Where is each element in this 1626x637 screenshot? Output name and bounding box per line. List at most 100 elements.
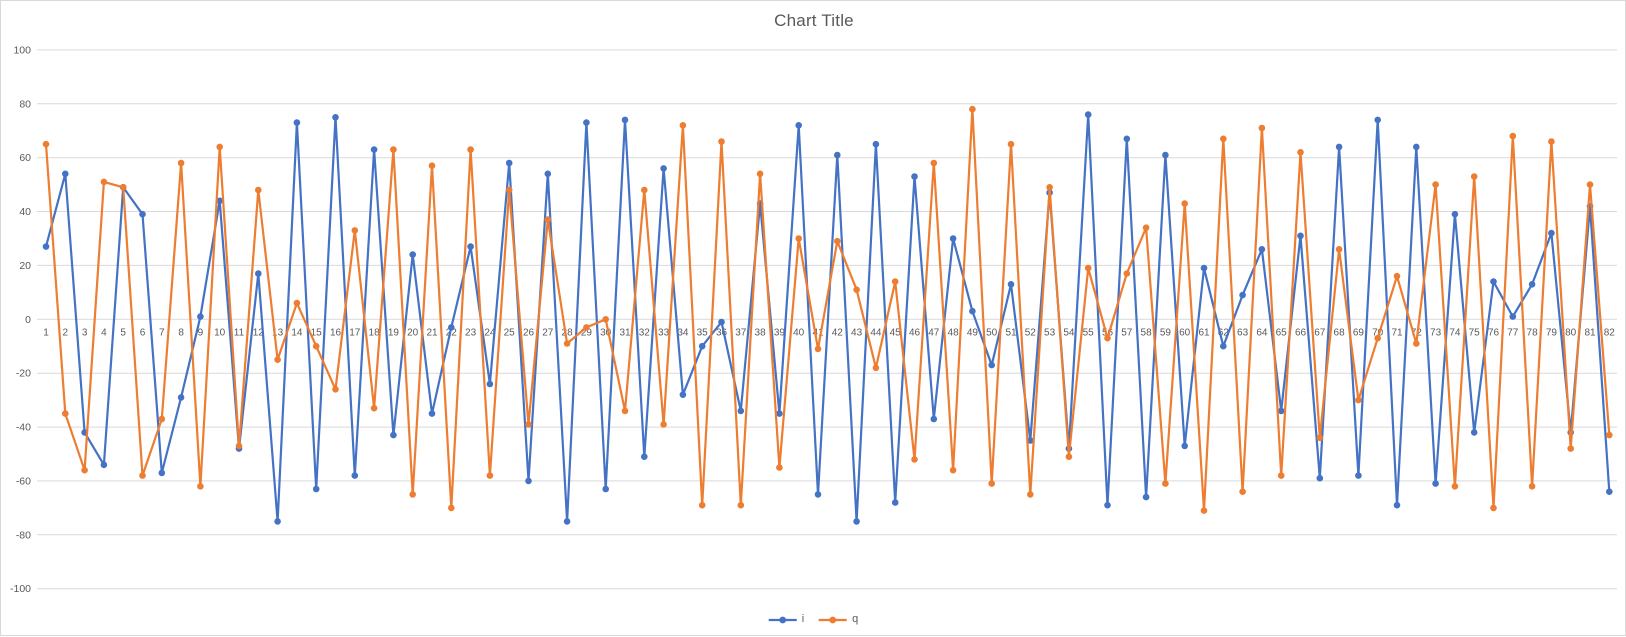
series-q-point[interactable]: [814, 345, 822, 353]
series-i-point[interactable]: [1490, 278, 1497, 285]
series-q-line[interactable]: [44, 108, 1611, 512]
series-i-point[interactable]: [100, 461, 108, 469]
series-q-point[interactable]: [100, 178, 108, 186]
series-q-point[interactable]: [409, 491, 417, 498]
series-i-line[interactable]: [44, 113, 1611, 523]
series-q-point[interactable]: [312, 342, 320, 350]
series-q-point[interactable]: [467, 146, 474, 153]
series-i-point[interactable]: [274, 518, 281, 525]
series-q-point[interactable]: [1374, 334, 1381, 342]
series-q-point[interactable]: [139, 472, 146, 479]
series-q-point[interactable]: [602, 316, 609, 323]
series-q-point[interactable]: [274, 356, 281, 364]
series-q-point[interactable]: [1258, 124, 1266, 132]
series-i-point[interactable]: [698, 342, 706, 350]
series-q-point[interactable]: [332, 386, 339, 393]
series-q-point[interactable]: [660, 421, 667, 428]
series-i-point[interactable]: [1606, 488, 1613, 496]
series-i-point[interactable]: [1027, 437, 1034, 444]
series-q-point[interactable]: [370, 404, 378, 412]
series-q-point[interactable]: [351, 227, 359, 234]
series-i-point[interactable]: [1007, 281, 1015, 288]
series-i-point[interactable]: [312, 485, 320, 493]
series-i-point[interactable]: [158, 469, 166, 477]
series-i-point[interactable]: [1316, 474, 1324, 482]
series-q-point[interactable]: [216, 143, 223, 151]
series-q-point[interactable]: [641, 186, 648, 194]
series-i-point[interactable]: [814, 491, 822, 498]
series-i-point[interactable]: [197, 313, 204, 320]
series-i-point[interactable]: [737, 407, 745, 415]
series-q-point[interactable]: [756, 170, 764, 178]
series-i-point[interactable]: [679, 391, 687, 399]
series-q-point[interactable]: [1027, 491, 1034, 498]
series-q-point[interactable]: [505, 186, 513, 194]
series-i-point[interactable]: [1393, 501, 1401, 509]
series-q-point[interactable]: [969, 105, 976, 113]
series-q-point[interactable]: [1104, 334, 1111, 342]
series-i-point[interactable]: [621, 116, 629, 124]
series-q-point[interactable]: [428, 162, 436, 169]
series-i-point[interactable]: [139, 210, 146, 218]
series-i-point[interactable]: [544, 170, 552, 178]
series-i-point[interactable]: [1200, 264, 1208, 272]
series-q-point[interactable]: [698, 501, 706, 509]
series-q-point[interactable]: [293, 299, 301, 307]
series-q-point[interactable]: [911, 456, 918, 463]
series-i-point[interactable]: [1470, 429, 1478, 436]
series-q-point[interactable]: [1123, 270, 1131, 277]
series-q-point[interactable]: [1162, 480, 1169, 487]
series-q-point[interactable]: [1297, 149, 1304, 156]
series-q-point[interactable]: [1413, 340, 1420, 347]
series-i-point[interactable]: [1432, 480, 1439, 487]
series-i-point[interactable]: [254, 270, 262, 277]
series-i-point[interactable]: [216, 197, 223, 205]
series-q-point[interactable]: [621, 407, 629, 415]
series-i-point[interactable]: [177, 394, 185, 401]
series-q-point[interactable]: [679, 122, 687, 129]
series-q-point[interactable]: [1142, 224, 1150, 231]
series-i-point[interactable]: [1548, 229, 1555, 237]
series-q-point[interactable]: [390, 146, 397, 153]
series-i-point[interactable]: [293, 119, 301, 126]
series-i-point[interactable]: [583, 119, 590, 126]
series-q-point[interactable]: [1567, 445, 1574, 452]
series-q-point[interactable]: [1509, 132, 1517, 140]
series-i-point[interactable]: [949, 235, 957, 242]
series-q-point[interactable]: [1200, 507, 1208, 514]
series-q-point[interactable]: [1181, 200, 1188, 207]
series-i-point[interactable]: [660, 165, 667, 172]
series-q-point[interactable]: [1277, 472, 1285, 479]
series-q-point[interactable]: [42, 140, 50, 148]
legend-item-i[interactable]: i: [768, 614, 804, 625]
series-q-point[interactable]: [776, 464, 783, 471]
series-i-point[interactable]: [428, 410, 436, 417]
series-q-point[interactable]: [235, 442, 243, 450]
series-i-point[interactable]: [1104, 501, 1111, 509]
series-i-point[interactable]: [370, 146, 378, 153]
series-i-point[interactable]: [1528, 281, 1536, 288]
series-q-point[interactable]: [1606, 431, 1613, 439]
series-q-point[interactable]: [525, 421, 532, 428]
series-q-point[interactable]: [872, 364, 880, 372]
series-i-point[interactable]: [486, 380, 494, 388]
series-i-point[interactable]: [351, 472, 359, 479]
series-q-point[interactable]: [718, 138, 725, 145]
series-q-point[interactable]: [1335, 246, 1343, 253]
series-q-point[interactable]: [1432, 181, 1439, 188]
series-i-point[interactable]: [42, 243, 50, 250]
series-q-point[interactable]: [930, 159, 938, 167]
series-q-point[interactable]: [1393, 272, 1401, 280]
series-i-point[interactable]: [1374, 116, 1381, 124]
series-i-point[interactable]: [525, 477, 532, 485]
series-q-point[interactable]: [119, 184, 127, 191]
series-q-point[interactable]: [834, 237, 841, 245]
series-q-point[interactable]: [988, 480, 995, 487]
series-q-point[interactable]: [544, 216, 552, 223]
series-q-point[interactable]: [486, 472, 494, 479]
series-i-point[interactable]: [62, 170, 69, 178]
series-q-point[interactable]: [737, 501, 745, 509]
series-q-point[interactable]: [1586, 181, 1594, 188]
series-i-point[interactable]: [1355, 472, 1362, 479]
